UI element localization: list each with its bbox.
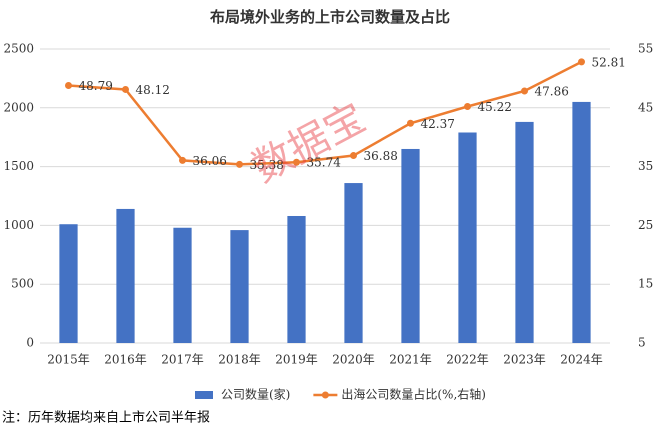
y-tick-label: 1500 xyxy=(3,159,34,173)
x-tick-label: 2015年 xyxy=(47,353,90,367)
data-label: 42.37 xyxy=(421,117,455,131)
legend-swatch xyxy=(321,391,329,399)
point xyxy=(350,152,357,160)
data-label: 36.06 xyxy=(193,154,227,168)
x-tick-label: 2019年 xyxy=(275,353,318,367)
data-label: 48.12 xyxy=(136,83,170,97)
data-label: 48.79 xyxy=(79,79,113,93)
y2-tick-label: 25 xyxy=(638,218,653,232)
x-tick-label: 2017年 xyxy=(161,353,204,367)
point xyxy=(179,156,186,164)
y2-tick-label: 5 xyxy=(638,336,646,350)
y2-tick-label: 45 xyxy=(638,100,653,114)
bar xyxy=(59,224,78,343)
data-label: 45.22 xyxy=(478,100,512,114)
line xyxy=(68,60,583,166)
point xyxy=(521,87,528,95)
point xyxy=(407,119,414,127)
point xyxy=(236,160,243,168)
bar xyxy=(515,121,534,343)
data-label: 35.74 xyxy=(307,156,342,170)
x-tick-label: 2024年 xyxy=(560,353,603,367)
y-tick-label: 0 xyxy=(26,336,34,350)
bar xyxy=(287,215,306,343)
point xyxy=(578,58,585,66)
y2-tick-label: 15 xyxy=(638,277,653,291)
x-tick-label: 2018年 xyxy=(218,353,261,367)
data-label: 52.81 xyxy=(592,55,626,69)
x-tick-label: 2022年 xyxy=(446,353,489,367)
data-label: 35.38 xyxy=(250,158,284,172)
point xyxy=(122,85,129,93)
bar xyxy=(173,227,192,343)
bar xyxy=(572,101,591,343)
bar xyxy=(230,230,249,343)
bar xyxy=(344,183,363,343)
chart-title: 布局境外业务的上市公司数量及占比 xyxy=(210,8,450,26)
x-tick-label: 2021年 xyxy=(389,353,432,367)
x-tick-label: 2016年 xyxy=(104,353,147,367)
y-tick-label: 500 xyxy=(11,277,34,291)
point xyxy=(65,82,72,90)
point xyxy=(464,103,471,111)
bar xyxy=(458,132,477,343)
x-tick-label: 2023年 xyxy=(503,353,546,367)
legend-label: 公司数量(家) xyxy=(221,387,290,402)
bar xyxy=(401,148,420,343)
bar xyxy=(116,208,135,343)
legend-label: 出海公司数量占比(%,右轴) xyxy=(341,387,486,402)
point xyxy=(293,158,300,166)
y-tick-label: 2000 xyxy=(3,100,34,114)
x-tick-label: 2020年 xyxy=(332,353,375,367)
y-tick-label: 1000 xyxy=(3,218,34,232)
legend-swatch xyxy=(195,391,213,399)
note: 注：历年数据均来自上市公司半年报 xyxy=(2,410,210,426)
y2-tick-label: 55 xyxy=(638,42,653,56)
data-label: 36.88 xyxy=(364,149,398,163)
y-tick-label: 2500 xyxy=(3,42,34,56)
data-label: 47.86 xyxy=(535,84,569,98)
y2-tick-label: 35 xyxy=(638,159,653,173)
